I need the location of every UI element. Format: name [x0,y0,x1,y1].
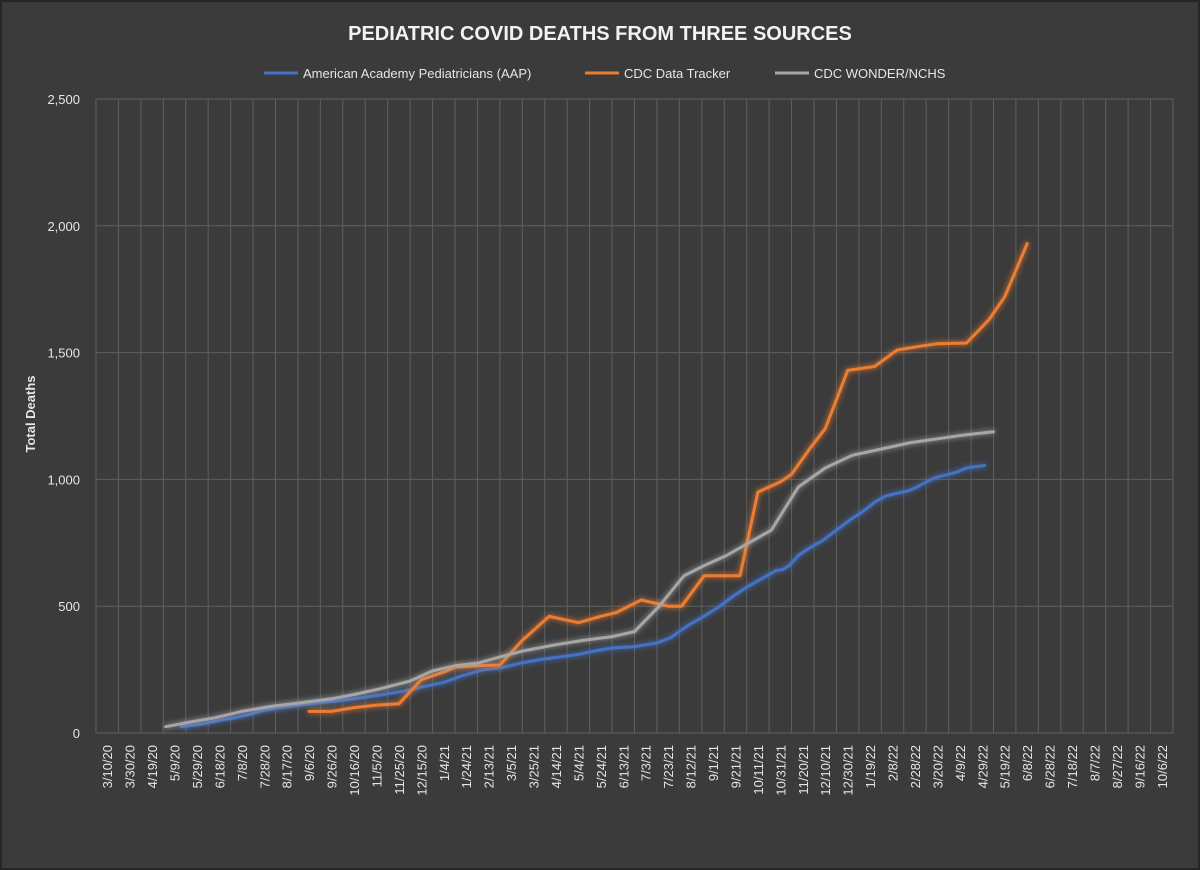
x-tick-label: 12/15/20 [414,745,429,796]
x-tick-label: 4/29/22 [975,745,990,788]
x-tick-label: 2/28/22 [908,745,923,788]
chart-title: PEDIATRIC COVID DEATHS FROM THREE SOURCE… [348,23,852,45]
y-tick-label: 2,500 [47,92,80,107]
x-tick-label: 8/7/22 [1087,745,1102,781]
x-tick-label: 8/27/22 [1110,745,1125,788]
x-tick-label: 1/4/21 [437,745,452,781]
y-axis-label: Total Deaths [23,375,38,452]
x-tick-label: 4/19/20 [145,745,160,788]
y-tick-label: 2,000 [47,219,80,234]
series-lines [164,242,1029,729]
x-tick-label: 12/10/21 [818,745,833,796]
x-tick-label: 10/16/20 [347,745,362,796]
x-tick-label: 7/18/22 [1065,745,1080,788]
x-tick-label: 10/6/22 [1155,745,1170,788]
x-axis-ticks: 3/10/20 3/30/20 4/19/20 5/9/20 5/29/20 6/18/2… [100,745,1170,796]
legend: American Academy Pediatricians (AAP) CDC… [264,66,946,81]
x-tick-label: 5/24/21 [594,745,609,788]
x-tick-label: 8/12/21 [684,745,699,788]
gridlines [95,98,1174,734]
series-line-cdc-tracker [307,242,1029,713]
x-tick-label: 5/29/20 [190,745,205,788]
x-tick-label: 6/8/22 [1020,745,1035,781]
x-tick-label: 9/1/21 [706,745,721,781]
x-tick-label: 9/21/21 [728,745,743,788]
x-tick-label: 3/30/20 [123,745,138,788]
y-tick-label: 500 [58,599,80,614]
x-tick-label: 1/24/21 [459,745,474,788]
x-tick-label: 11/25/20 [392,745,407,795]
x-tick-label: 5/4/21 [571,745,586,781]
x-tick-label: 3/5/21 [504,745,519,781]
x-tick-label: 2/8/22 [886,745,901,781]
x-tick-label: 9/26/20 [325,745,340,788]
legend-label-aap: American Academy Pediatricians (AAP) [303,66,531,81]
x-tick-label: 12/30/21 [841,745,856,796]
x-tick-label: 4/14/21 [549,745,564,788]
series-line-aap [179,464,986,729]
x-tick-label: 6/28/22 [1043,745,1058,788]
x-tick-label: 3/20/22 [930,745,945,788]
legend-label-cdc-wonder: CDC WONDER/NCHS [814,66,946,81]
x-tick-label: 9/6/20 [302,745,317,781]
x-tick-label: 11/20/21 [796,745,811,795]
x-tick-label: 3/25/21 [527,745,542,788]
x-tick-label: 6/18/20 [212,745,227,788]
x-tick-label: 7/8/20 [235,745,250,781]
x-tick-label: 4/9/22 [953,745,968,781]
x-tick-label: 5/9/20 [168,745,183,781]
y-axis-ticks: 0 500 1,000 1,500 2,000 2,500 [47,92,80,741]
x-tick-label: 9/16/22 [1132,745,1147,788]
series-line-cdc-wonder [164,430,995,729]
x-tick-label: 6/13/21 [616,745,631,788]
y-tick-label: 1,000 [47,472,80,487]
x-tick-label: 10/11/21 [751,745,766,795]
x-tick-label: 11/5/20 [369,745,384,787]
x-tick-label: 10/31/21 [773,745,788,796]
x-tick-label: 8/17/20 [280,745,295,788]
x-tick-label: 7/28/20 [257,745,272,788]
x-tick-label: 2/13/21 [482,745,497,788]
x-tick-label: 7/23/21 [661,745,676,788]
x-tick-label: 5/19/22 [998,745,1013,788]
x-tick-label: 1/19/22 [863,745,878,788]
x-tick-label: 7/3/21 [639,745,654,781]
x-tick-label: 3/10/20 [100,745,115,788]
y-tick-label: 0 [73,726,80,741]
y-tick-label: 1,500 [47,346,80,361]
legend-label-cdc-tracker: CDC Data Tracker [624,66,731,81]
